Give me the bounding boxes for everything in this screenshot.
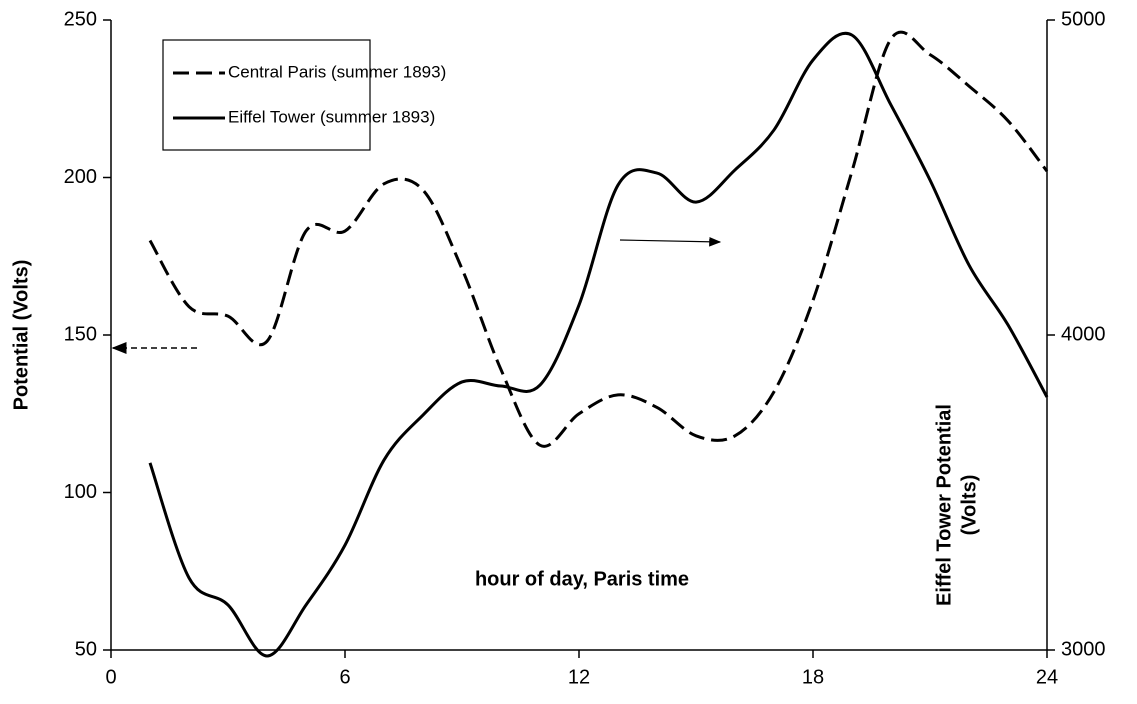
annotation: hour of day, Paris time — [475, 568, 689, 590]
y2-tick-label: 5000 — [1061, 8, 1106, 30]
y-tick-label: 100 — [64, 481, 97, 503]
y2-axis-label: Eiffel Tower Potential — [933, 404, 955, 606]
x-tick-label: 18 — [802, 666, 824, 688]
y-tick-label: 200 — [64, 166, 97, 188]
legend-box — [162, 39, 371, 151]
x-tick-label: 12 — [568, 666, 590, 688]
y2-axis-label: (Volts) — [958, 475, 980, 536]
x-tick-label: 6 — [339, 666, 350, 688]
x-tick-label: 24 — [1036, 666, 1058, 688]
right-axis-arrow — [619, 236, 722, 247]
series-line — [148, 31, 1049, 658]
legend-label: Central Paris (summer 1893) — [228, 62, 446, 81]
y2-tick-label: 3000 — [1061, 638, 1106, 660]
legend-label: Eiffel Tower (summer 1893) — [228, 107, 435, 126]
y2-tick-label: 4000 — [1061, 323, 1106, 345]
y-tick-label: 150 — [64, 323, 97, 345]
series-line — [148, 30, 1049, 448]
y-tick-label: 250 — [64, 8, 97, 30]
x-tick-label: 0 — [105, 666, 116, 688]
y-tick-label: 50 — [75, 638, 97, 660]
y-axis-label: Potential (Volts) — [10, 260, 32, 411]
